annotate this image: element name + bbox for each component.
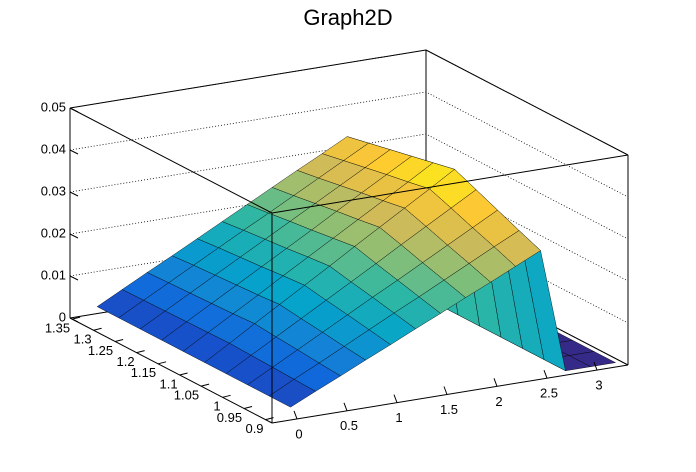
z-tick-label: 0 (59, 309, 66, 324)
x-tick-label: 0.5 (340, 418, 358, 433)
y-tick-label: 0.9 (245, 421, 263, 436)
z-tick (69, 191, 79, 197)
z-tick-label: 0.02 (41, 225, 66, 240)
y-tick-label: 1.25 (88, 343, 113, 358)
y-tick (222, 394, 231, 398)
y-tick (200, 383, 210, 387)
x-tick-label: 2 (495, 394, 502, 409)
surface-cell (268, 379, 317, 408)
grid-line (69, 133, 629, 240)
x-tick (393, 394, 398, 403)
x-tick (543, 370, 548, 379)
y-tick (157, 361, 167, 365)
y-tick (243, 405, 253, 409)
x-tick (493, 378, 498, 387)
box-edge (69, 317, 273, 424)
x-tick (293, 410, 298, 420)
z-tick (69, 149, 79, 155)
y-tick (265, 417, 274, 421)
chart-title: Graph2D (303, 5, 392, 30)
y-tick-label: 1.05 (174, 388, 199, 403)
z-tick-label: 0.01 (41, 267, 66, 282)
z-tick (69, 275, 79, 281)
y-tick-label: 1.35 (45, 321, 70, 336)
y-tick (136, 350, 145, 354)
y-tick-label: 1.15 (131, 365, 156, 380)
box-edge (69, 107, 273, 214)
y-tick (93, 327, 102, 331)
x-tick-label: 1 (395, 410, 402, 425)
x-tick-label: 3 (595, 377, 602, 392)
z-tick (69, 233, 79, 239)
box-edge (271, 154, 629, 214)
y-tick (115, 338, 124, 342)
grid-line (69, 91, 629, 198)
z-tick-label: 0.04 (41, 141, 66, 156)
grid-line (69, 49, 629, 156)
z-tick-label: 0.03 (41, 183, 66, 198)
y-tick-label: 1.3 (74, 332, 92, 347)
x-tick-label: 2.5 (540, 386, 558, 401)
y-tick (179, 372, 188, 376)
y-tick-label: 0.95 (217, 410, 242, 425)
x-tick-label: 1.5 (440, 402, 458, 417)
box-edge (271, 364, 629, 424)
x-tick-label: 0 (295, 426, 302, 441)
y-tick-label: 1.1 (160, 376, 178, 391)
y-tick-label: 1.2 (117, 354, 135, 369)
z-tick-label: 0.05 (41, 99, 66, 114)
y-tick-label: 1 (213, 399, 220, 414)
x-tick (443, 386, 448, 395)
y-tick (72, 316, 81, 320)
x-tick (593, 361, 598, 371)
x-tick (343, 402, 348, 411)
